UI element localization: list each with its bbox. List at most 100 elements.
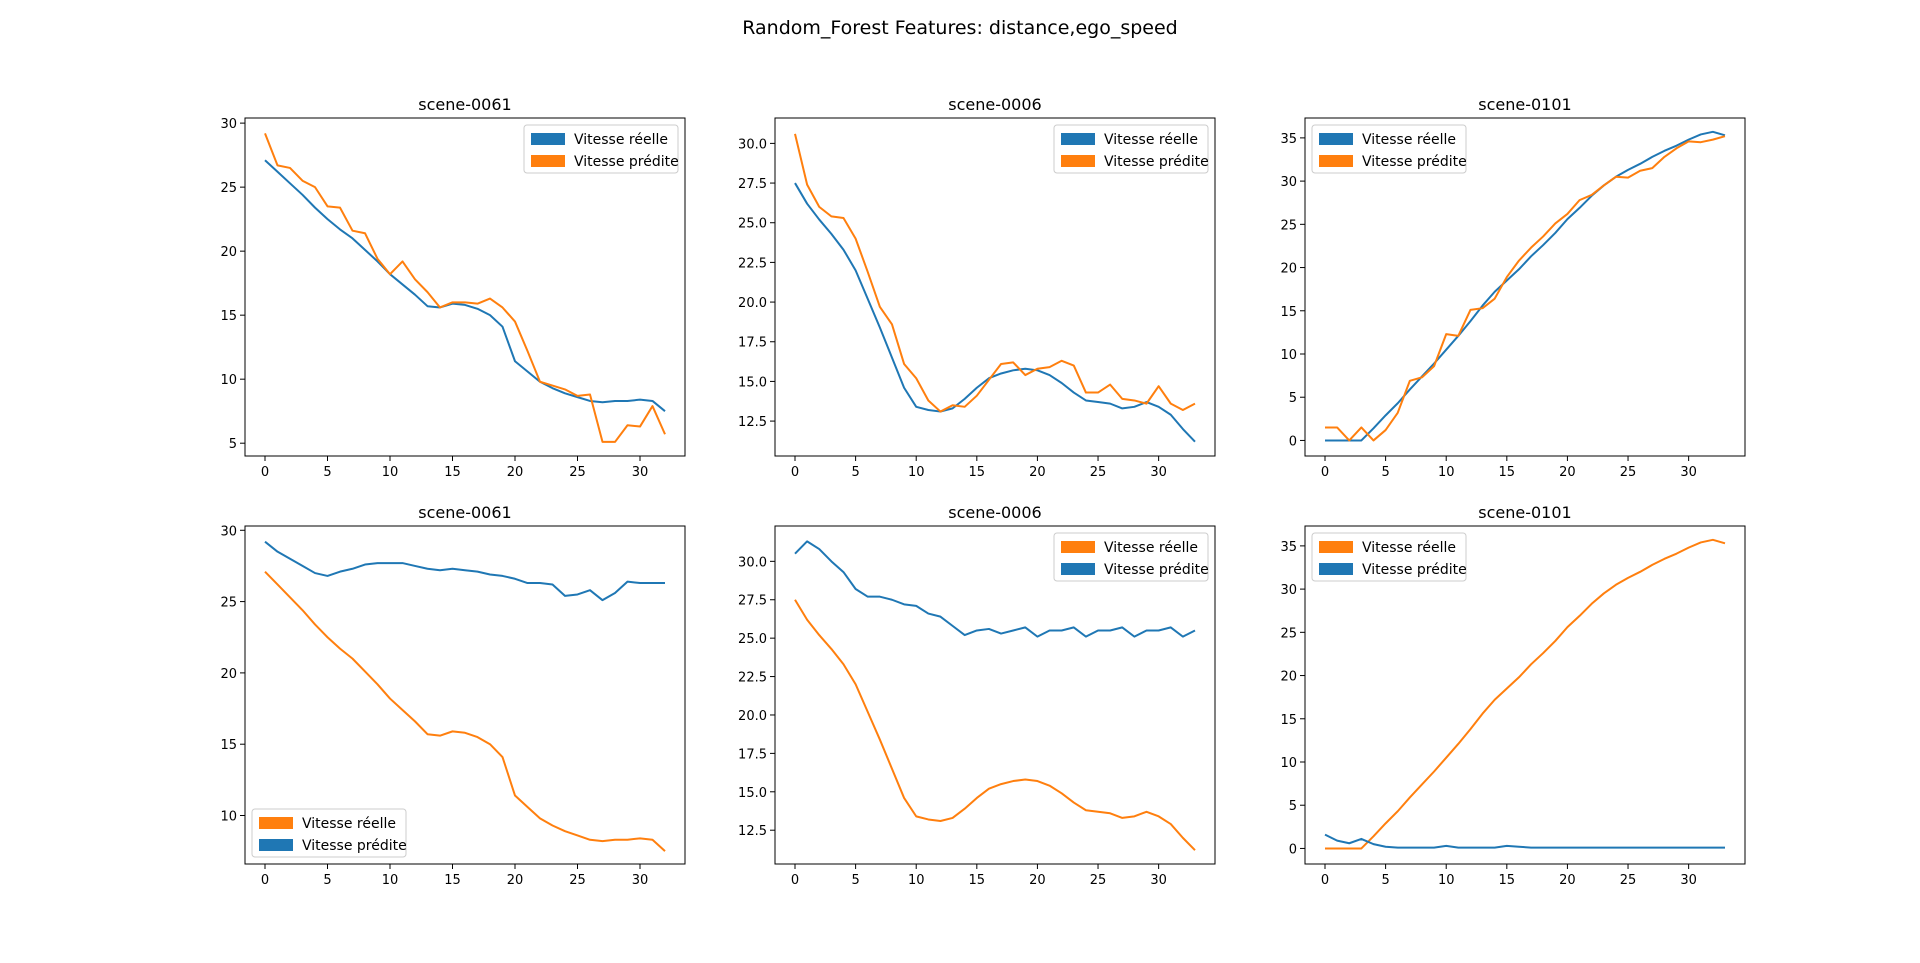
y-tick-label: 27.5 [738, 177, 767, 192]
axes-frame [774, 525, 1216, 865]
x-tick-label: 25 [569, 873, 586, 888]
subplot-title: scene-0061 [418, 503, 511, 522]
legend-swatch [1319, 563, 1353, 575]
y-tick-label: 10 [1280, 348, 1297, 363]
series-line-1 [794, 599, 1196, 851]
y-tick-label: 17.5 [738, 336, 767, 351]
legend-swatch [1061, 563, 1095, 575]
legend: Vitesse réelle Vitesse prédite [1053, 124, 1209, 174]
x-tick-label: 10 [1438, 465, 1455, 480]
axes-frame [244, 117, 686, 457]
legend: Vitesse réelle Vitesse prédite [251, 808, 407, 858]
x-tick-label: 0 [261, 465, 269, 480]
x-tick-label: 10 [1438, 873, 1455, 888]
x-tick-label: 15 [969, 465, 986, 480]
y-tick-label: 25 [220, 181, 237, 196]
y-tick-label: 5 [1289, 391, 1297, 406]
y-tick-label: 15 [220, 309, 237, 324]
y-tick-label: 10 [220, 810, 237, 825]
legend-label: Vitesse prédite [302, 838, 407, 854]
axes-frame [1304, 117, 1746, 457]
legend-swatch [1319, 541, 1353, 553]
x-tick-label: 25 [1620, 873, 1637, 888]
axes-frame [1304, 525, 1746, 865]
x-tick-label: 30 [1150, 873, 1167, 888]
series-line-2 [1325, 135, 1726, 442]
legend-label: Vitesse réelle [1104, 132, 1198, 148]
subplot-title: scene-0101 [1478, 95, 1571, 114]
y-tick-label: 30 [1280, 583, 1297, 598]
legend-swatch [531, 133, 565, 145]
legend-label: Vitesse prédite [1362, 154, 1467, 170]
series-line-2 [794, 133, 1196, 413]
y-tick-label: 27.5 [738, 594, 767, 609]
x-tick-label: 5 [1381, 873, 1389, 888]
y-tick-label: 25.0 [738, 217, 767, 232]
legend-label: Vitesse réelle [1362, 540, 1456, 556]
y-tick-label: 20 [1280, 262, 1297, 277]
y-tick-label: 10 [220, 373, 237, 388]
x-tick-label: 0 [261, 873, 269, 888]
legend-swatch [259, 839, 293, 851]
y-tick-label: 30 [220, 117, 237, 132]
subplot-5: scene-0006 0 5 10 15 20 25 30 12.5 15.0 17.5 20.0 22… [738, 503, 1216, 888]
series-line-1 [1325, 538, 1726, 850]
x-tick-label: 20 [1559, 465, 1576, 480]
legend: Vitesse réelle Vitesse prédite [1311, 124, 1467, 174]
y-tick-label: 22.5 [738, 256, 767, 271]
series-line-2 [264, 132, 666, 443]
x-tick-label: 30 [632, 465, 649, 480]
y-tick-label: 35 [1280, 132, 1297, 147]
subplot-6: scene-0101 0 5 10 15 20 25 30 0 5 10 15 20 25 30 35 Vite… [1280, 503, 1746, 888]
x-tick-label: 30 [1680, 873, 1697, 888]
x-tick-label: 25 [1090, 465, 1107, 480]
legend-swatch [1319, 133, 1353, 145]
x-tick-label: 25 [1620, 465, 1637, 480]
y-tick-label: 25.0 [738, 632, 767, 647]
series-line-1 [264, 159, 666, 412]
y-tick-label: 30.0 [738, 137, 767, 152]
x-tick-label: 0 [1321, 465, 1329, 480]
x-tick-label: 20 [507, 873, 524, 888]
legend-swatch [1061, 133, 1095, 145]
subplot-title: scene-0061 [418, 95, 511, 114]
legend-swatch [531, 155, 565, 167]
legend-label: Vitesse réelle [574, 132, 668, 148]
legend: Vitesse réelle Vitesse prédite [523, 124, 679, 174]
x-tick-label: 30 [1680, 465, 1697, 480]
y-tick-label: 20.0 [738, 709, 767, 724]
figure-title: Random_Forest Features: distance,ego_spe… [742, 17, 1177, 39]
series-line-1 [264, 570, 666, 852]
legend-label: Vitesse prédite [574, 154, 679, 170]
legend-swatch [1061, 541, 1095, 553]
y-tick-label: 25 [1280, 626, 1297, 641]
x-tick-label: 15 [1499, 873, 1516, 888]
x-tick-label: 5 [323, 465, 331, 480]
y-tick-label: 25 [1280, 218, 1297, 233]
subplot-4: scene-0061 0 5 10 15 20 25 30 10 15 20 25 30 Vitesse … [220, 503, 686, 888]
y-tick-label: 35 [1280, 540, 1297, 555]
x-tick-label: 20 [1029, 465, 1046, 480]
legend-label: Vitesse réelle [302, 816, 396, 832]
y-tick-label: 15 [220, 738, 237, 753]
y-tick-label: 0 [1289, 434, 1297, 449]
x-tick-label: 20 [507, 465, 524, 480]
x-tick-label: 10 [382, 873, 399, 888]
legend-swatch [259, 817, 293, 829]
x-tick-label: 15 [444, 465, 461, 480]
series-line-2 [794, 540, 1196, 638]
axes-frame [774, 117, 1216, 457]
axes-frame [244, 525, 686, 865]
y-tick-label: 12.5 [738, 824, 767, 839]
x-tick-label: 0 [791, 465, 799, 480]
y-tick-label: 15 [1280, 305, 1297, 320]
legend-label: Vitesse prédite [1362, 562, 1467, 578]
x-tick-label: 5 [323, 873, 331, 888]
series-line-1 [1325, 130, 1726, 442]
subplot-title: scene-0101 [1478, 503, 1571, 522]
y-tick-label: 17.5 [738, 747, 767, 762]
legend-label: Vitesse réelle [1362, 132, 1456, 148]
legend-label: Vitesse réelle [1104, 540, 1198, 556]
subplot-2: scene-0006 0 5 10 15 20 25 30 12.5 15.0 17.5 20.0 22… [738, 95, 1216, 480]
y-tick-label: 30 [1280, 175, 1297, 190]
